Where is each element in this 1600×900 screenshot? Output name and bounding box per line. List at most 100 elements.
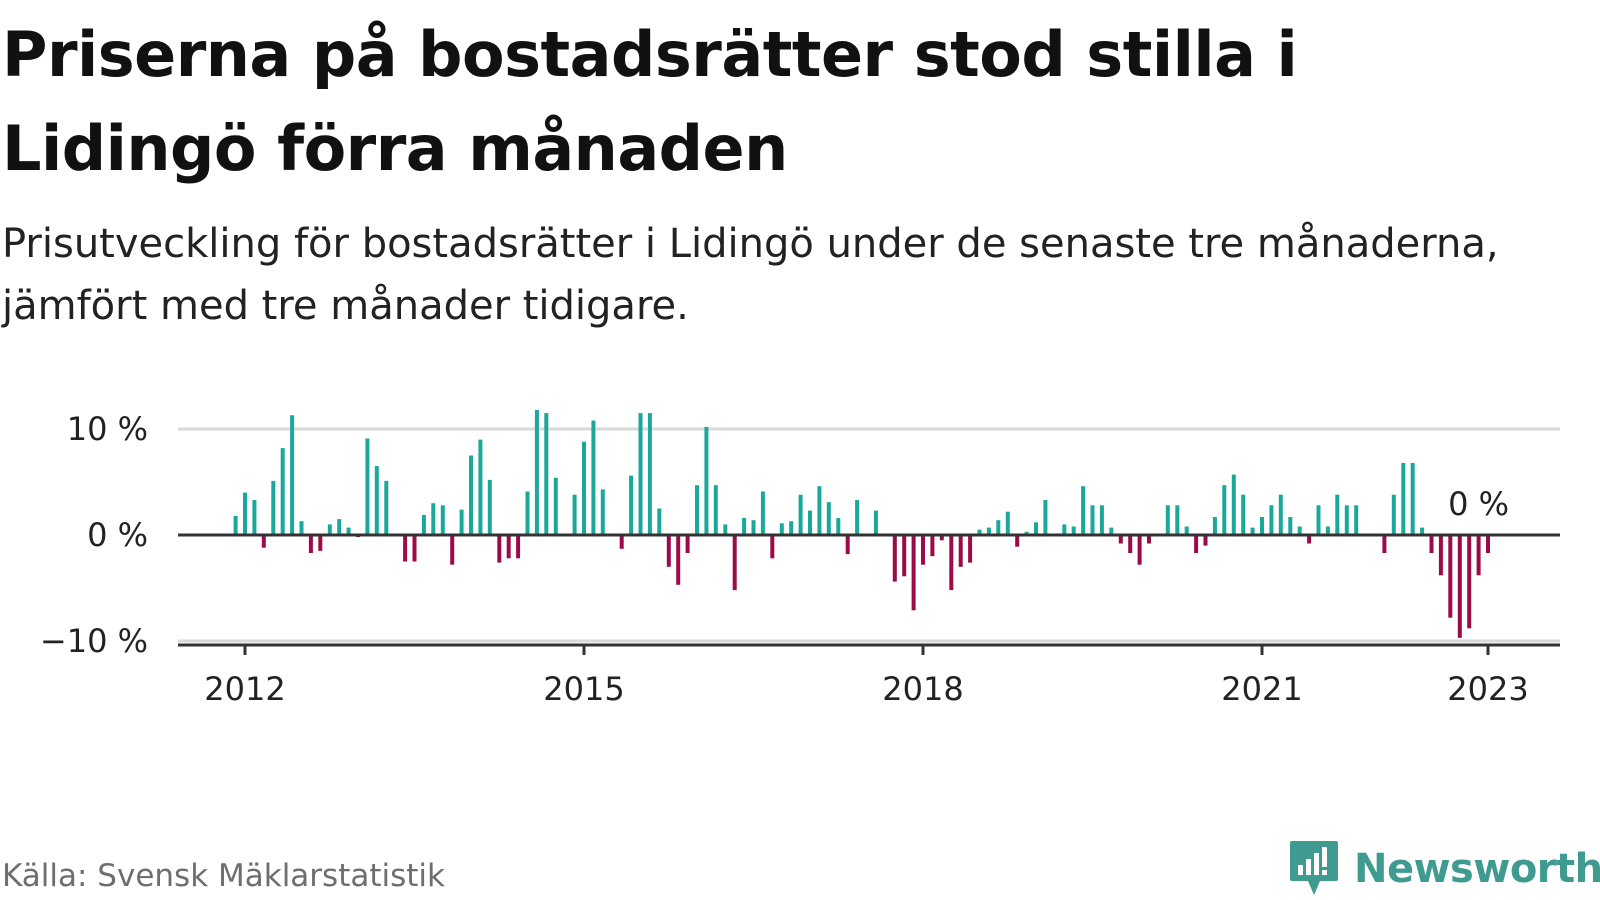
bar (685, 535, 690, 553)
bar (374, 466, 379, 535)
bar (1335, 494, 1340, 535)
bar (327, 524, 332, 535)
bar (1165, 505, 1170, 535)
bar (261, 535, 266, 548)
x-tick-label: 2015 (543, 670, 624, 708)
bar (666, 535, 671, 567)
bar (1250, 527, 1255, 535)
bar (1118, 535, 1123, 544)
bar (1137, 535, 1142, 565)
bar (1231, 474, 1236, 535)
bar (949, 535, 954, 591)
bar (1184, 526, 1189, 535)
bar (638, 413, 643, 535)
bar (271, 480, 276, 535)
bar (1222, 485, 1227, 535)
bar (308, 535, 313, 553)
bar (968, 535, 973, 563)
bar (450, 535, 455, 565)
x-tick-label: 2023 (1447, 670, 1528, 708)
bar (1420, 527, 1425, 535)
brand-logo: Newsworthy (1288, 838, 1600, 900)
bar (544, 413, 549, 535)
bar (1024, 531, 1029, 535)
bar (431, 503, 436, 535)
bar (1297, 526, 1302, 535)
bar (412, 535, 417, 562)
bar (930, 535, 935, 557)
bar (365, 438, 370, 535)
bar (1325, 526, 1330, 535)
bar (892, 535, 897, 582)
bar (1043, 500, 1048, 535)
bar (1034, 522, 1038, 535)
bar (798, 494, 803, 535)
bar (1467, 535, 1472, 629)
bar (600, 489, 605, 535)
bar (582, 441, 586, 535)
bar (1062, 524, 1067, 535)
bar (252, 500, 257, 535)
bar (826, 502, 831, 535)
x-tick-label: 2012 (204, 670, 285, 708)
bar (1175, 505, 1180, 535)
bar (516, 535, 521, 559)
x-tick-label: 2018 (882, 670, 963, 708)
bar (657, 508, 662, 535)
bar (939, 535, 944, 541)
bar (1081, 486, 1086, 535)
bar (299, 521, 304, 535)
bar (911, 535, 916, 611)
bar (233, 515, 238, 535)
bar (704, 426, 709, 535)
bar (619, 535, 624, 549)
bar (1382, 535, 1387, 553)
bar (1071, 526, 1076, 535)
bar (403, 535, 408, 562)
y-tick-label: −10 % (40, 622, 148, 660)
bar (384, 480, 389, 535)
bar (1109, 527, 1114, 535)
bar (421, 514, 426, 535)
bar (1269, 505, 1274, 535)
bar (506, 535, 511, 559)
bar (986, 527, 991, 535)
bar (1354, 505, 1359, 535)
bar (497, 535, 502, 563)
bar (713, 485, 718, 535)
bar (243, 492, 247, 535)
bar (817, 486, 822, 535)
bar (977, 529, 982, 535)
brand-name: Newsworthy (1354, 846, 1600, 892)
bar (855, 500, 860, 535)
bar (770, 535, 775, 559)
bar (1241, 494, 1246, 535)
bar (958, 535, 963, 567)
bar (280, 448, 285, 535)
source-note: Källa: Svensk Mäklarstatistik (2, 858, 445, 894)
bar (836, 518, 841, 535)
bar (1429, 535, 1434, 553)
bar (591, 420, 596, 535)
bar (1307, 535, 1312, 544)
bar (647, 413, 652, 535)
bar (1476, 535, 1481, 576)
bar (1278, 494, 1283, 535)
bar (1015, 535, 1020, 547)
bar (469, 455, 473, 535)
bar (1090, 505, 1095, 535)
bar (1457, 535, 1462, 638)
bar (1260, 517, 1264, 535)
bar (553, 477, 558, 535)
bar (996, 520, 1001, 535)
bar (1288, 517, 1293, 535)
bar (845, 535, 850, 555)
x-tick-label: 2021 (1221, 670, 1302, 708)
bar (1128, 535, 1133, 553)
price-change-bar-chart: 10 % 0 % −10 % 2012 2015 2018 2021 2023 0 % (40, 409, 1560, 708)
bar (760, 491, 765, 535)
bar (629, 475, 634, 535)
bar (525, 491, 530, 535)
page-subtitle: Prisutveckling för bostadsrätter i Lidin… (2, 221, 1499, 329)
y-tick-label: 10 % (67, 410, 148, 448)
